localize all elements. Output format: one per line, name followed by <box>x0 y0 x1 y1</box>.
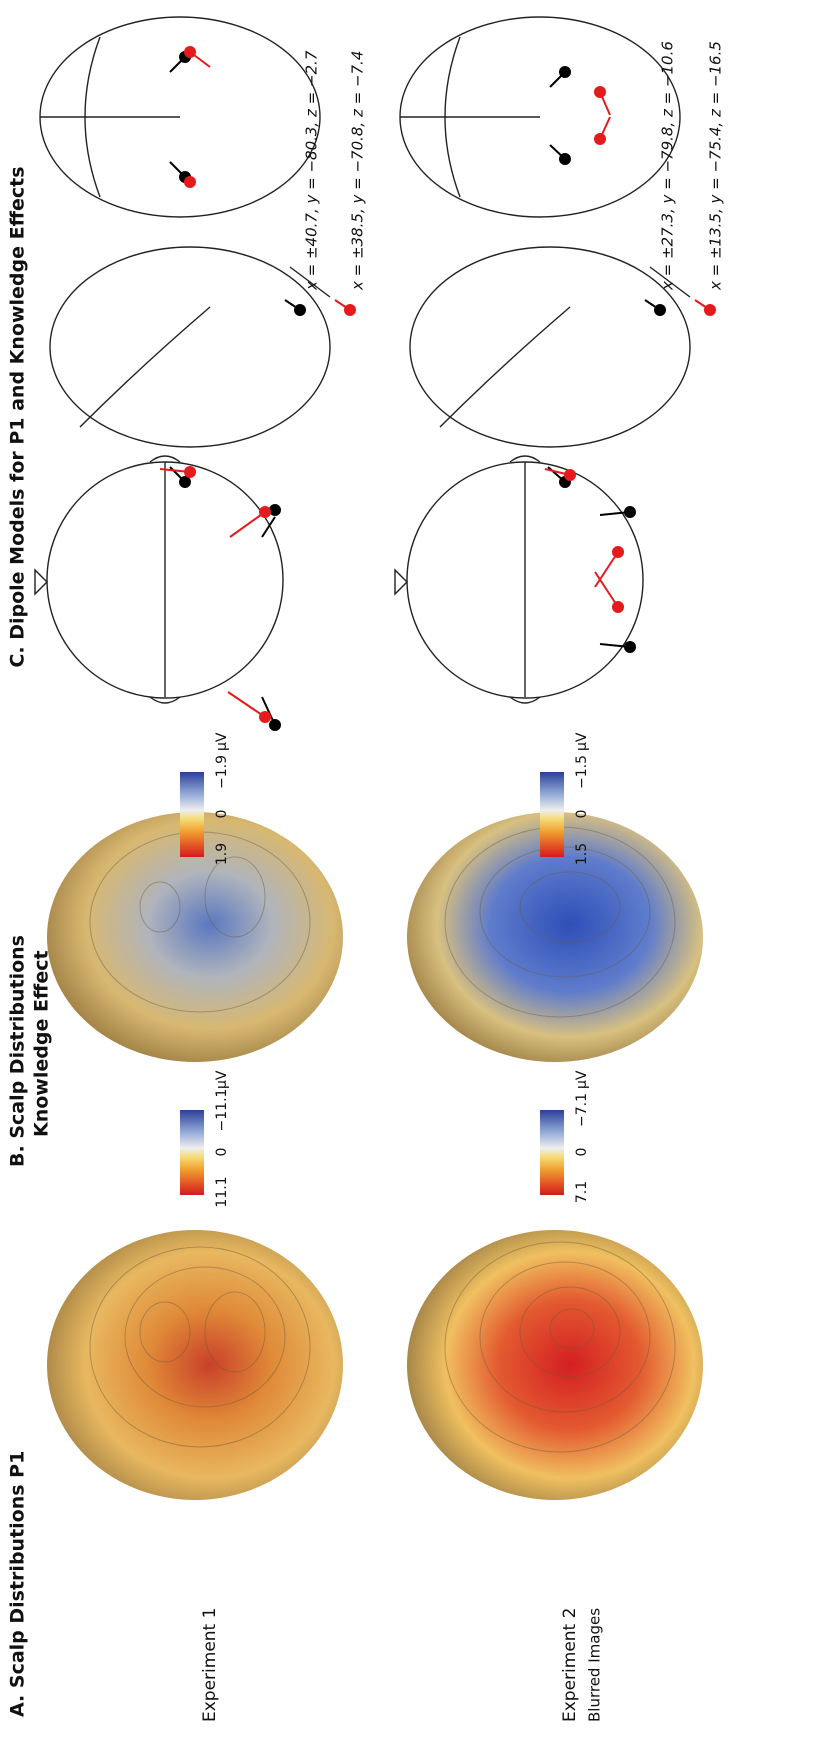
colorbar-label: 7.1 <box>574 1181 590 1203</box>
colorbar-label: −11.1 <box>214 1089 230 1132</box>
panel-title: B. Scalp Distributions <box>7 935 29 1167</box>
dipole-back-view <box>400 17 680 217</box>
dipole-legend: x = ±40.7, y = −80.3, z = −2.7 x = ±38.5… <box>285 50 367 316</box>
colorbar-label: 0 <box>574 810 590 819</box>
colorbar-unit: μV <box>574 1070 590 1089</box>
panel-title: C. Dipole Models for P1 and Knowledge Ef… <box>7 166 29 667</box>
panel-subtitle: Knowledge Effect <box>31 950 53 1137</box>
dipole-top-view <box>395 456 643 703</box>
colorbar-unit: μV <box>214 732 230 751</box>
dipole-side-view <box>410 247 690 488</box>
dipole-coordinates: x = ±13.5, y = −75.4, z = −16.5 <box>707 41 725 291</box>
rotated-layout: A. Scalp Distributions P1 B. Scalp Distr… <box>7 17 725 1722</box>
colorbar-label: 0 <box>574 1148 590 1157</box>
panel-title: A. Scalp Distributions P1 <box>7 1451 29 1717</box>
dipole-coordinates: x = ±40.7, y = −80.3, z = −2.7 <box>303 50 321 291</box>
colorbar-label: 1.9 <box>214 843 230 865</box>
row-label: Experiment 1 <box>200 1608 220 1722</box>
colorbar-label: −1.9 <box>214 755 230 789</box>
dipole-side-view <box>50 247 330 488</box>
colorbar-label: −7.1 <box>574 1093 590 1127</box>
colorbar: 7.1 0 −7.1 μV <box>540 1070 590 1203</box>
dipole-legend: x = ±27.3, y = −79.8, z = −10.6 x = ±13.… <box>645 41 725 316</box>
row-sublabel: Blurred Images <box>586 1608 604 1722</box>
colorbar-unit: μV <box>214 1070 230 1089</box>
dipole-back-view <box>40 17 320 217</box>
figure: A. Scalp Distributions P1 B. Scalp Distr… <box>0 0 838 1737</box>
colorbar-label: 1.5 <box>574 843 590 865</box>
dipole-top-view <box>35 456 283 731</box>
dipole-coordinates: x = ±38.5, y = −70.8, z = −7.4 <box>349 51 367 291</box>
figure-canvas: A. Scalp Distributions P1 B. Scalp Distr… <box>0 0 838 1737</box>
dipole-coordinates: x = ±27.3, y = −79.8, z = −10.6 <box>659 41 677 291</box>
scalp-map <box>407 1230 703 1500</box>
scalp-map <box>47 1230 343 1500</box>
colorbar-unit: μV <box>574 732 590 751</box>
row-label: Experiment 2 <box>560 1608 580 1722</box>
colorbar: 11.1 0 −11.1 μV <box>180 1070 230 1207</box>
colorbar-label: −1.5 <box>574 755 590 789</box>
colorbar-label: 11.1 <box>214 1176 230 1207</box>
colorbar-label: 0 <box>214 810 230 819</box>
colorbar-label: 0 <box>214 1148 230 1157</box>
